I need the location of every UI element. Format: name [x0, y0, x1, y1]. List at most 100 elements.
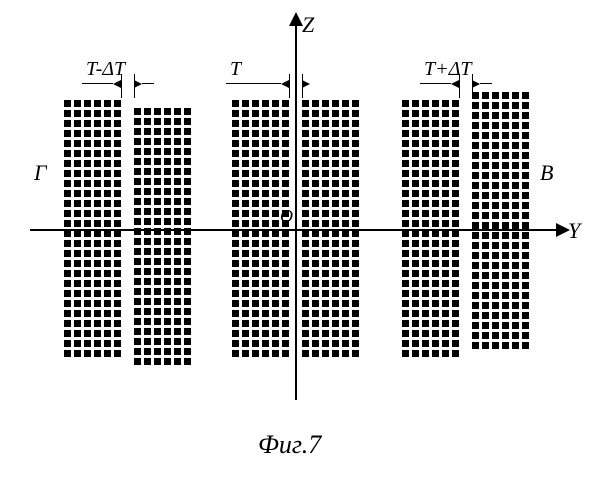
grid-dash: [114, 230, 121, 237]
grid-dash: [154, 288, 161, 295]
grid-dash: [242, 340, 249, 347]
grid-dash: [154, 138, 161, 145]
grid-dash: [104, 230, 111, 237]
grid-dash: [322, 260, 329, 267]
grid-dash: [104, 310, 111, 317]
grid-dash: [432, 160, 439, 167]
z-axis-label: Z: [302, 12, 314, 38]
grid-dash: [422, 250, 429, 257]
grid-dash: [104, 140, 111, 147]
grid-dash: [64, 310, 71, 317]
grid-dash: [492, 102, 499, 109]
grid-dash: [184, 338, 191, 345]
grid-dash: [432, 170, 439, 177]
grid-dash: [262, 220, 269, 227]
grid-dash: [472, 332, 479, 339]
grid-dash: [272, 220, 279, 227]
grid-dash: [422, 170, 429, 177]
grid-dash: [154, 238, 161, 245]
grid-dash: [144, 148, 151, 155]
grid-dash: [482, 102, 489, 109]
grid-dash: [84, 330, 91, 337]
grid-dash: [134, 288, 141, 295]
grid-dash: [232, 310, 239, 317]
grid-dash: [94, 130, 101, 137]
grid-dash: [442, 190, 449, 197]
grid-dash: [322, 310, 329, 317]
diagram-stage: Y Z O Г В T-ΔT T T+ΔT Фиг.7: [0, 0, 590, 500]
grid-dash: [312, 300, 319, 307]
grid-dash: [502, 252, 509, 259]
grid-dash: [272, 310, 279, 317]
grid-dash: [472, 242, 479, 249]
grid-dash: [502, 302, 509, 309]
grid-dash: [84, 220, 91, 227]
grid-dash: [482, 322, 489, 329]
grid-dash: [412, 250, 419, 257]
grid-dash: [272, 240, 279, 247]
grid-dash: [64, 300, 71, 307]
grid-dash: [432, 140, 439, 147]
grid-dash: [74, 190, 81, 197]
grid-dash: [174, 118, 181, 125]
grid-dash: [134, 358, 141, 365]
grid-dash: [252, 210, 259, 217]
grid-dash: [164, 248, 171, 255]
grid-dash: [312, 100, 319, 107]
grid-dash: [442, 300, 449, 307]
grid-dash: [342, 190, 349, 197]
grid-dash: [342, 300, 349, 307]
grid-dash: [94, 220, 101, 227]
grid-dash: [184, 118, 191, 125]
grid-dash: [164, 138, 171, 145]
grid-dash: [134, 208, 141, 215]
grid-dash: [302, 270, 309, 277]
grid-dash: [232, 130, 239, 137]
grid-dash: [174, 238, 181, 245]
grid-dash: [114, 220, 121, 227]
grid-dash: [164, 278, 171, 285]
grid-dash: [512, 302, 519, 309]
grid-dash: [472, 172, 479, 179]
grid-dash: [322, 350, 329, 357]
grid-dash: [282, 300, 289, 307]
grid-dash: [442, 110, 449, 117]
grid-dash: [402, 340, 409, 347]
grid-dash: [432, 220, 439, 227]
grid-dash: [64, 140, 71, 147]
grid-dash: [452, 270, 459, 277]
grid-dash: [94, 180, 101, 187]
grid-dash: [492, 292, 499, 299]
grid-dash: [84, 150, 91, 157]
grid-dash: [174, 228, 181, 235]
grid-dash: [512, 192, 519, 199]
grid-right-b: [472, 92, 529, 349]
grid-dash: [432, 190, 439, 197]
grid-dash: [164, 258, 171, 265]
grid-dash: [512, 122, 519, 129]
grid-dash: [522, 292, 529, 299]
grid-dash: [402, 280, 409, 287]
grid-dash: [232, 240, 239, 247]
grid-dash: [342, 290, 349, 297]
grid-dash: [84, 350, 91, 357]
grid-dash: [84, 110, 91, 117]
grid-dash: [312, 150, 319, 157]
grid-dash: [84, 120, 91, 127]
grid-dash: [412, 290, 419, 297]
grid-dash: [64, 170, 71, 177]
grid-dash: [184, 278, 191, 285]
grid-dash: [312, 340, 319, 347]
grid-dash: [262, 210, 269, 217]
grid-dash: [74, 330, 81, 337]
grid-dash: [312, 260, 319, 267]
grid-dash: [512, 182, 519, 189]
grid-dash: [402, 320, 409, 327]
grid-dash: [432, 290, 439, 297]
grid-dash: [252, 110, 259, 117]
grid-dash: [134, 158, 141, 165]
grid-dash: [64, 210, 71, 217]
grid-dash: [342, 280, 349, 287]
grid-dash: [482, 282, 489, 289]
grid-dash: [492, 122, 499, 129]
